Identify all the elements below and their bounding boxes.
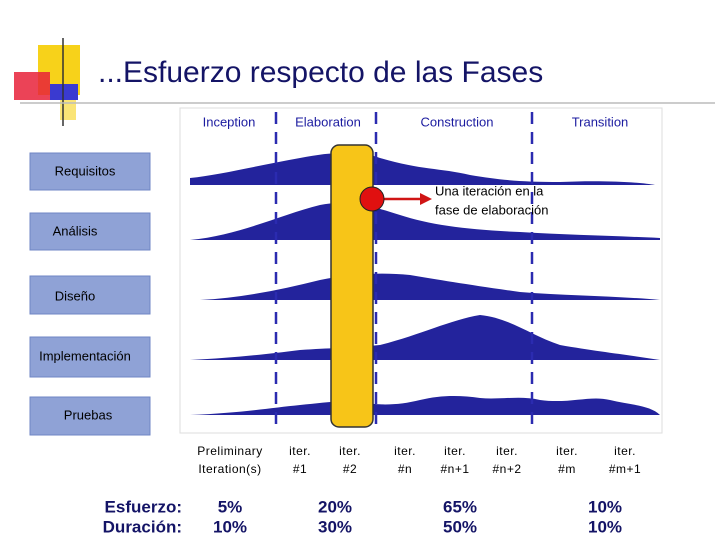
discipline-label: Requisitos	[55, 163, 116, 178]
iteration-label: iter.	[614, 444, 636, 458]
discipline-box	[29, 212, 151, 251]
effort-label: Esfuerzo:	[105, 497, 182, 516]
iteration-label: #m	[558, 462, 576, 476]
phase-label: Construction	[421, 114, 494, 129]
iteration-label: iter.	[556, 444, 578, 458]
discipline-box	[29, 152, 151, 191]
duration-value: 30%	[318, 517, 352, 536]
phase-label: Inception	[203, 114, 256, 129]
duration-value: 10%	[213, 517, 247, 536]
iteration-label: #1	[293, 462, 307, 476]
hump	[190, 395, 660, 415]
effort-value: 65%	[443, 497, 477, 516]
discipline-box	[29, 275, 151, 315]
iteration-label: #m+1	[609, 462, 641, 476]
iteration-label: iter.	[289, 444, 311, 458]
effort-value: 20%	[318, 497, 352, 516]
marker	[359, 186, 385, 212]
iteration-label: iter.	[339, 444, 361, 458]
title: ...Esfuerzo respecto de las Fases	[98, 56, 543, 89]
iteration-label: iter.	[394, 444, 416, 458]
effort-value: 5%	[218, 497, 243, 516]
hump	[190, 315, 660, 360]
chart-frame	[179, 107, 663, 434]
annotation: fase de elaboración	[435, 202, 548, 217]
discipline-label: Diseño	[55, 288, 95, 303]
duration-label: Duración:	[103, 517, 182, 536]
discipline-box	[29, 336, 151, 378]
iteration-label: iter.	[496, 444, 518, 458]
discipline-label: Análisis	[53, 223, 98, 238]
hump	[190, 203, 660, 240]
phase-label: Transition	[572, 114, 629, 129]
duration-value: 10%	[588, 517, 622, 536]
iteration-label: Iteration(s)	[198, 462, 261, 476]
deco-square	[60, 100, 76, 120]
hump	[190, 152, 655, 185]
iteration-label: #n+2	[492, 462, 521, 476]
iterations: Preliminary Iteration(s) iter. #1 iter. #2 ite…	[197, 444, 641, 476]
effort-value: 10%	[588, 497, 622, 516]
phase-label: Elaboration	[295, 114, 361, 129]
iteration-label: #2	[343, 462, 357, 476]
discipline-label: Implementación	[39, 348, 131, 363]
iteration-label: #n	[398, 462, 412, 476]
hump	[200, 273, 660, 300]
annotation: Una iteración en la	[435, 183, 544, 198]
arrow-head	[420, 193, 432, 205]
discipline-label: Pruebas	[64, 407, 113, 422]
iteration-label: #n+1	[440, 462, 469, 476]
discipline-box	[29, 396, 151, 436]
deco-square	[50, 84, 78, 100]
percentages: 5% 20% 65% 10%10% 30% 50% 10%	[213, 497, 622, 536]
iteration-highlight	[330, 144, 374, 428]
duration-value: 50%	[443, 517, 477, 536]
iteration-label: Preliminary	[197, 444, 263, 458]
iteration-label: iter.	[444, 444, 466, 458]
deco-square	[14, 72, 50, 100]
